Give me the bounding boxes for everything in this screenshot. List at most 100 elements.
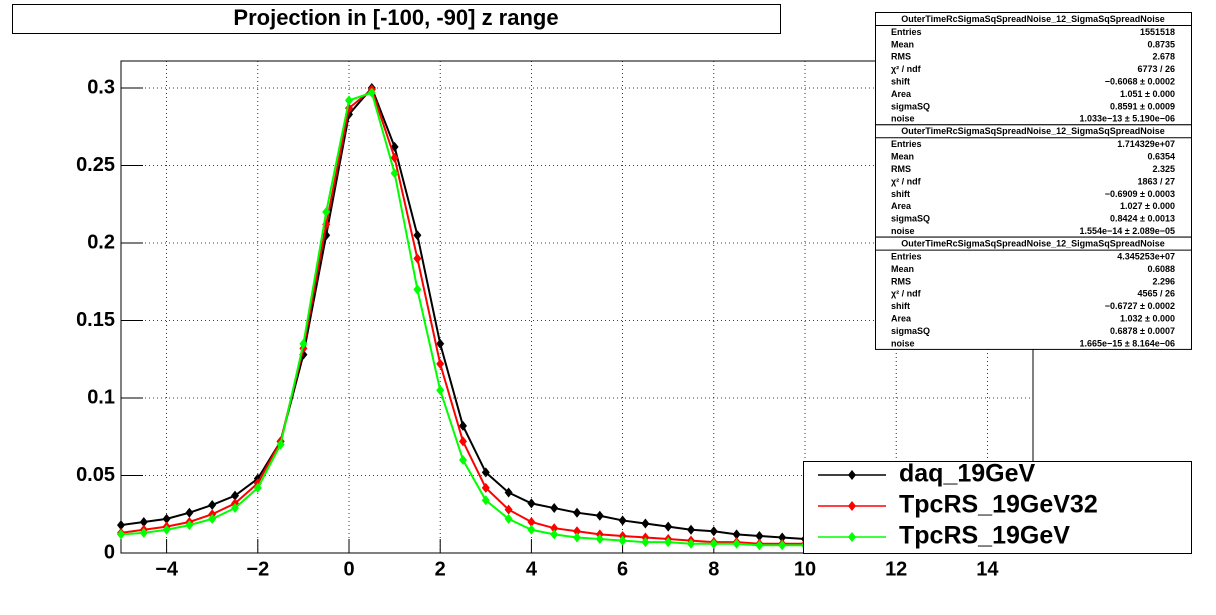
stats-value: 2.325	[1152, 164, 1175, 174]
data-point	[527, 524, 536, 535]
data-point	[413, 253, 422, 264]
data-point	[459, 454, 467, 465]
stats-label: Entries	[891, 251, 922, 261]
stats-value: 1.033e−13 ± 5.190e−06	[1079, 114, 1175, 124]
data-point	[459, 436, 467, 447]
stats-value: 1551518	[1140, 27, 1175, 37]
stats-label: χ² / ndf	[891, 176, 922, 186]
title-box	[12, 4, 781, 34]
stats-label: noise	[891, 338, 915, 348]
y-tick-label: 0.25	[76, 154, 115, 176]
series-line	[120, 91, 805, 547]
data-point	[618, 535, 627, 546]
x-tick-label: 10	[794, 558, 816, 580]
stats-value: 6773 / 26	[1137, 64, 1175, 74]
data-point	[664, 537, 673, 548]
stats-title: OuterTimeRcSigmaSqSpreadNoise_12_SigmaSq…	[901, 238, 1164, 248]
x-tick-label: 0	[343, 558, 354, 580]
stats-label: Entries	[891, 27, 922, 37]
data-point	[573, 532, 581, 543]
data-point	[573, 526, 581, 537]
data-point	[527, 516, 536, 527]
data-point	[208, 513, 217, 524]
data-point	[778, 540, 787, 551]
data-point	[755, 540, 764, 551]
data-point	[504, 513, 513, 524]
stats-value: 4.345253e+07	[1117, 251, 1175, 261]
stats-label: χ² / ndf	[891, 64, 922, 74]
x-tick-label: 2	[435, 558, 446, 580]
stats-box	[875, 236, 1192, 350]
stats-value: 1.714329e+07	[1117, 139, 1175, 149]
data-point	[390, 152, 399, 163]
stats-value: 4565 / 26	[1137, 289, 1175, 299]
data-point	[117, 529, 125, 540]
stats-label: Mean	[891, 152, 914, 162]
stats-label: Area	[891, 313, 912, 323]
y-tick-label: 0.15	[76, 309, 115, 331]
data-point	[139, 516, 148, 527]
data-point	[618, 515, 627, 526]
stats-box	[875, 12, 1192, 126]
data-point	[504, 487, 513, 498]
stats-label: Area	[891, 201, 912, 211]
stats-label: sigmaSQ	[891, 326, 930, 336]
stats-label: shift	[891, 189, 910, 199]
x-tick-label: 4	[526, 558, 538, 580]
stats-value: −0.6727 ± 0.0002	[1105, 301, 1175, 311]
legend-label: TpcRS_19GeV32	[899, 491, 1098, 519]
stats-value: 0.8735	[1147, 39, 1175, 49]
data-point	[367, 87, 376, 98]
legend-label: TpcRS_19GeV	[899, 522, 1070, 550]
stats-label: noise	[891, 226, 915, 236]
data-point	[436, 358, 445, 369]
data-point	[413, 230, 422, 241]
data-point	[231, 490, 239, 501]
stats-value: 1.554e−14 ± 2.089e−05	[1079, 226, 1175, 236]
data-point	[139, 527, 148, 538]
chart-title: Projection in [-100, -90] z range	[233, 5, 558, 30]
legend-marker	[848, 532, 856, 542]
stats-label: noise	[891, 114, 915, 124]
stats-label: Entries	[891, 139, 922, 149]
x-tick-label: 6	[617, 558, 628, 580]
stats-label: RMS	[891, 52, 911, 62]
stats-label: RMS	[891, 164, 911, 174]
data-point	[595, 534, 604, 545]
stats-value: 2.678	[1152, 52, 1175, 62]
stats-label: Mean	[891, 264, 914, 274]
stats-box	[875, 124, 1192, 238]
data-point	[185, 520, 194, 531]
data-point	[778, 532, 787, 543]
data-point	[481, 467, 490, 478]
data-point	[709, 526, 718, 537]
stats-value: 0.6088	[1147, 264, 1175, 274]
stats-value: 0.8424 ± 0.0013	[1110, 214, 1175, 224]
x-tick-label: 8	[708, 558, 719, 580]
data-point	[687, 538, 695, 549]
y-tick-label: 0.1	[87, 386, 115, 408]
data-point	[709, 538, 718, 549]
data-point	[413, 284, 422, 295]
data-point	[185, 507, 194, 518]
data-point	[755, 530, 764, 541]
stats-value: −0.6068 ± 0.0002	[1105, 76, 1175, 86]
data-point	[664, 521, 673, 532]
x-tick-label: 14	[976, 558, 999, 580]
data-point	[641, 518, 650, 529]
data-point	[481, 482, 490, 493]
data-point	[573, 507, 581, 518]
data-point	[459, 420, 467, 431]
x-tick-label: 12	[885, 558, 907, 580]
legend-marker	[848, 501, 856, 511]
stats-value: 1.051 ± 0.000	[1120, 89, 1175, 99]
y-tick-label: 0.2	[87, 231, 115, 253]
data-point	[732, 538, 741, 549]
data-point	[345, 95, 353, 106]
data-point	[550, 503, 559, 514]
data-point	[732, 529, 741, 540]
stats-label: RMS	[891, 276, 911, 286]
data-point	[550, 523, 559, 534]
stats-title: OuterTimeRcSigmaSqSpreadNoise_12_SigmaSq…	[901, 14, 1164, 24]
